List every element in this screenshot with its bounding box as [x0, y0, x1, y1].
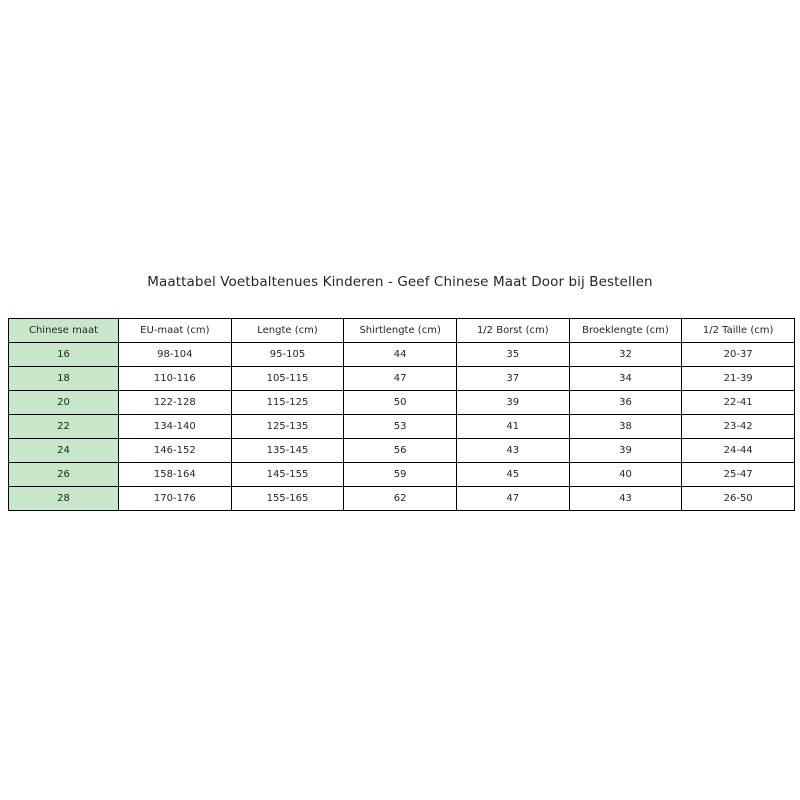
column-header: Broeklengte (cm) [568, 318, 683, 343]
table-cell: 110-116 [118, 366, 232, 391]
table-cell: 115-125 [230, 390, 345, 415]
column-header: Lengte (cm) [230, 318, 345, 343]
table-cell: 158-164 [118, 462, 232, 487]
table-row: 18 110-116 105-115 47 37 34 21-39 [8, 366, 795, 391]
table-body: 16 98-104 95-105 44 35 32 20-37 18 110-116 105-11… [8, 342, 795, 511]
column-header: Chinese maat [8, 318, 119, 343]
table-cell: 155-165 [230, 486, 345, 511]
table-cell: 38 [568, 414, 683, 439]
column-header: 1/2 Taille (cm) [681, 318, 795, 343]
table-cell: 134-140 [118, 414, 232, 439]
table-cell: 26-50 [681, 486, 795, 511]
table-cell: 39 [455, 390, 570, 415]
table-cell: 21-39 [681, 366, 795, 391]
table-row: 28 170-176 155-165 62 47 43 26-50 [8, 486, 795, 511]
table-cell: 37 [455, 366, 570, 391]
table-cell: 44 [343, 342, 457, 367]
table-cell: 59 [343, 462, 457, 487]
row-header-cell: 18 [8, 366, 119, 391]
table-cell: 98-104 [118, 342, 232, 367]
size-table: Chinese maat EU-maat (cm) Lengte (cm) Shirt… [8, 318, 795, 511]
table-cell: 125-135 [230, 414, 345, 439]
table-row: 20 122-128 115-125 50 39 36 22-41 [8, 390, 795, 415]
table-cell: 23-42 [681, 414, 795, 439]
table-row: 26 158-164 145-155 59 45 40 25-47 [8, 462, 795, 487]
row-header-cell: 20 [8, 390, 119, 415]
table-head: Chinese maat EU-maat (cm) Lengte (cm) Shirt… [8, 318, 795, 343]
table-row: 24 146-152 135-145 56 43 39 24-44 [8, 438, 795, 463]
table-cell: 34 [568, 366, 683, 391]
table-cell: 39 [568, 438, 683, 463]
column-header: 1/2 Borst (cm) [455, 318, 570, 343]
column-header: Shirtlengte (cm) [343, 318, 457, 343]
figure-title: Maattabel Voetbaltenues Kinderen - Geef … [147, 274, 653, 290]
table-cell: 56 [343, 438, 457, 463]
row-header-cell: 24 [8, 438, 119, 463]
column-header: EU-maat (cm) [118, 318, 232, 343]
row-header-cell: 16 [8, 342, 119, 367]
row-header-cell: 22 [8, 414, 119, 439]
table-row: 22 134-140 125-135 53 41 38 23-42 [8, 414, 795, 439]
table-cell: 43 [568, 486, 683, 511]
table-cell: 146-152 [118, 438, 232, 463]
table-cell: 145-155 [230, 462, 345, 487]
table-cell: 45 [455, 462, 570, 487]
table-cell: 105-115 [230, 366, 345, 391]
table-cell: 170-176 [118, 486, 232, 511]
table-cell: 24-44 [681, 438, 795, 463]
table-cell: 20-37 [681, 342, 795, 367]
table-cell: 95-105 [230, 342, 345, 367]
table-cell: 53 [343, 414, 457, 439]
table-cell: 25-47 [681, 462, 795, 487]
table-cell: 35 [455, 342, 570, 367]
table-row: 16 98-104 95-105 44 35 32 20-37 [8, 342, 795, 367]
table-cell: 50 [343, 390, 457, 415]
table-cell: 47 [343, 366, 457, 391]
table-cell: 32 [568, 342, 683, 367]
row-header-cell: 28 [8, 486, 119, 511]
table-cell: 40 [568, 462, 683, 487]
table-cell: 41 [455, 414, 570, 439]
table-header-row: Chinese maat EU-maat (cm) Lengte (cm) Shirt… [8, 318, 795, 343]
table-cell: 62 [343, 486, 457, 511]
table-cell: 22-41 [681, 390, 795, 415]
table-cell: 36 [568, 390, 683, 415]
table-cell: 122-128 [118, 390, 232, 415]
table-cell: 47 [455, 486, 570, 511]
row-header-cell: 26 [8, 462, 119, 487]
table-cell: 135-145 [230, 438, 345, 463]
table-cell: 43 [455, 438, 570, 463]
